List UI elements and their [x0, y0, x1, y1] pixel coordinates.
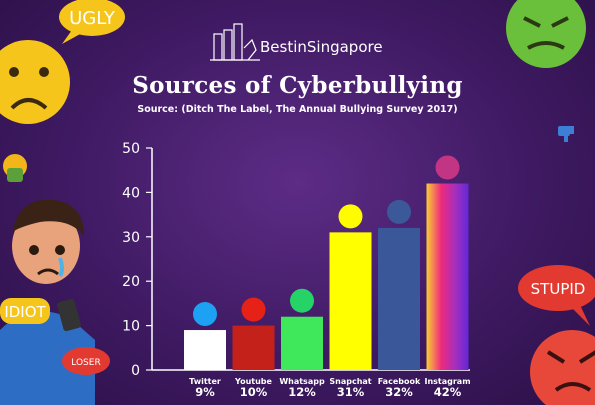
angry-red-face-icon [530, 330, 595, 405]
brand-logo-icon [210, 23, 260, 61]
y-tick-label: 0 [131, 363, 140, 379]
value-label: 9% [195, 385, 215, 399]
youtube-icon [241, 297, 266, 322]
idiot-text: IDIOT [4, 303, 46, 321]
y-tick-label: 30 [122, 230, 140, 246]
value-label: 31% [337, 385, 365, 399]
value-label: 10% [240, 385, 268, 399]
whatsapp-icon [290, 288, 314, 313]
y-tick-label: 50 [122, 141, 140, 157]
bar-twitter [184, 330, 226, 370]
value-label: 42% [434, 385, 462, 399]
instagram-icon [435, 155, 460, 180]
twitter-icon [193, 302, 217, 327]
category-label: Twitter [189, 377, 221, 386]
bar-youtube [232, 325, 275, 370]
chart-subtitle: Source: (Ditch The Label, The Annual Bul… [137, 104, 458, 115]
bar-instagram [426, 183, 469, 370]
sad-teen-illustration [0, 199, 95, 405]
category-label: Snapchat [329, 377, 371, 386]
y-tick-label: 20 [122, 274, 140, 290]
ugly-text: UGLY [69, 8, 116, 29]
chart-title: Sources of Cyberbullying [132, 72, 463, 99]
category-label: Instagram [424, 377, 470, 386]
facebook-icon [387, 199, 411, 224]
y-tick-label: 10 [122, 319, 140, 335]
sick-face-icon [3, 154, 27, 182]
snapchat-icon [338, 204, 363, 229]
value-label: 12% [288, 385, 316, 399]
category-label: Facebook [378, 377, 421, 386]
sad-face-icon [0, 40, 70, 124]
idiot-speech-bubble: IDIOT [0, 298, 50, 324]
category-label: Youtube [234, 377, 272, 386]
loser-speech-bubble: LOSER [56, 346, 110, 375]
stupid-speech-bubble: STUPID [518, 265, 595, 326]
stupid-text: STUPID [531, 280, 586, 298]
y-tick-label: 40 [122, 185, 140, 201]
thumbs-down-icon [558, 126, 574, 142]
angry-face-icon [506, 0, 586, 68]
ugly-speech-bubble: UGLY [59, 0, 125, 44]
value-label: 32% [385, 385, 413, 399]
bar-snapchat [329, 232, 372, 370]
loser-text: LOSER [71, 358, 100, 368]
bar-whatsapp [281, 316, 323, 370]
brand-name: BestinSingapore [260, 38, 383, 56]
category-label: Whatsapp [279, 377, 325, 386]
bar-facebook [378, 227, 420, 370]
